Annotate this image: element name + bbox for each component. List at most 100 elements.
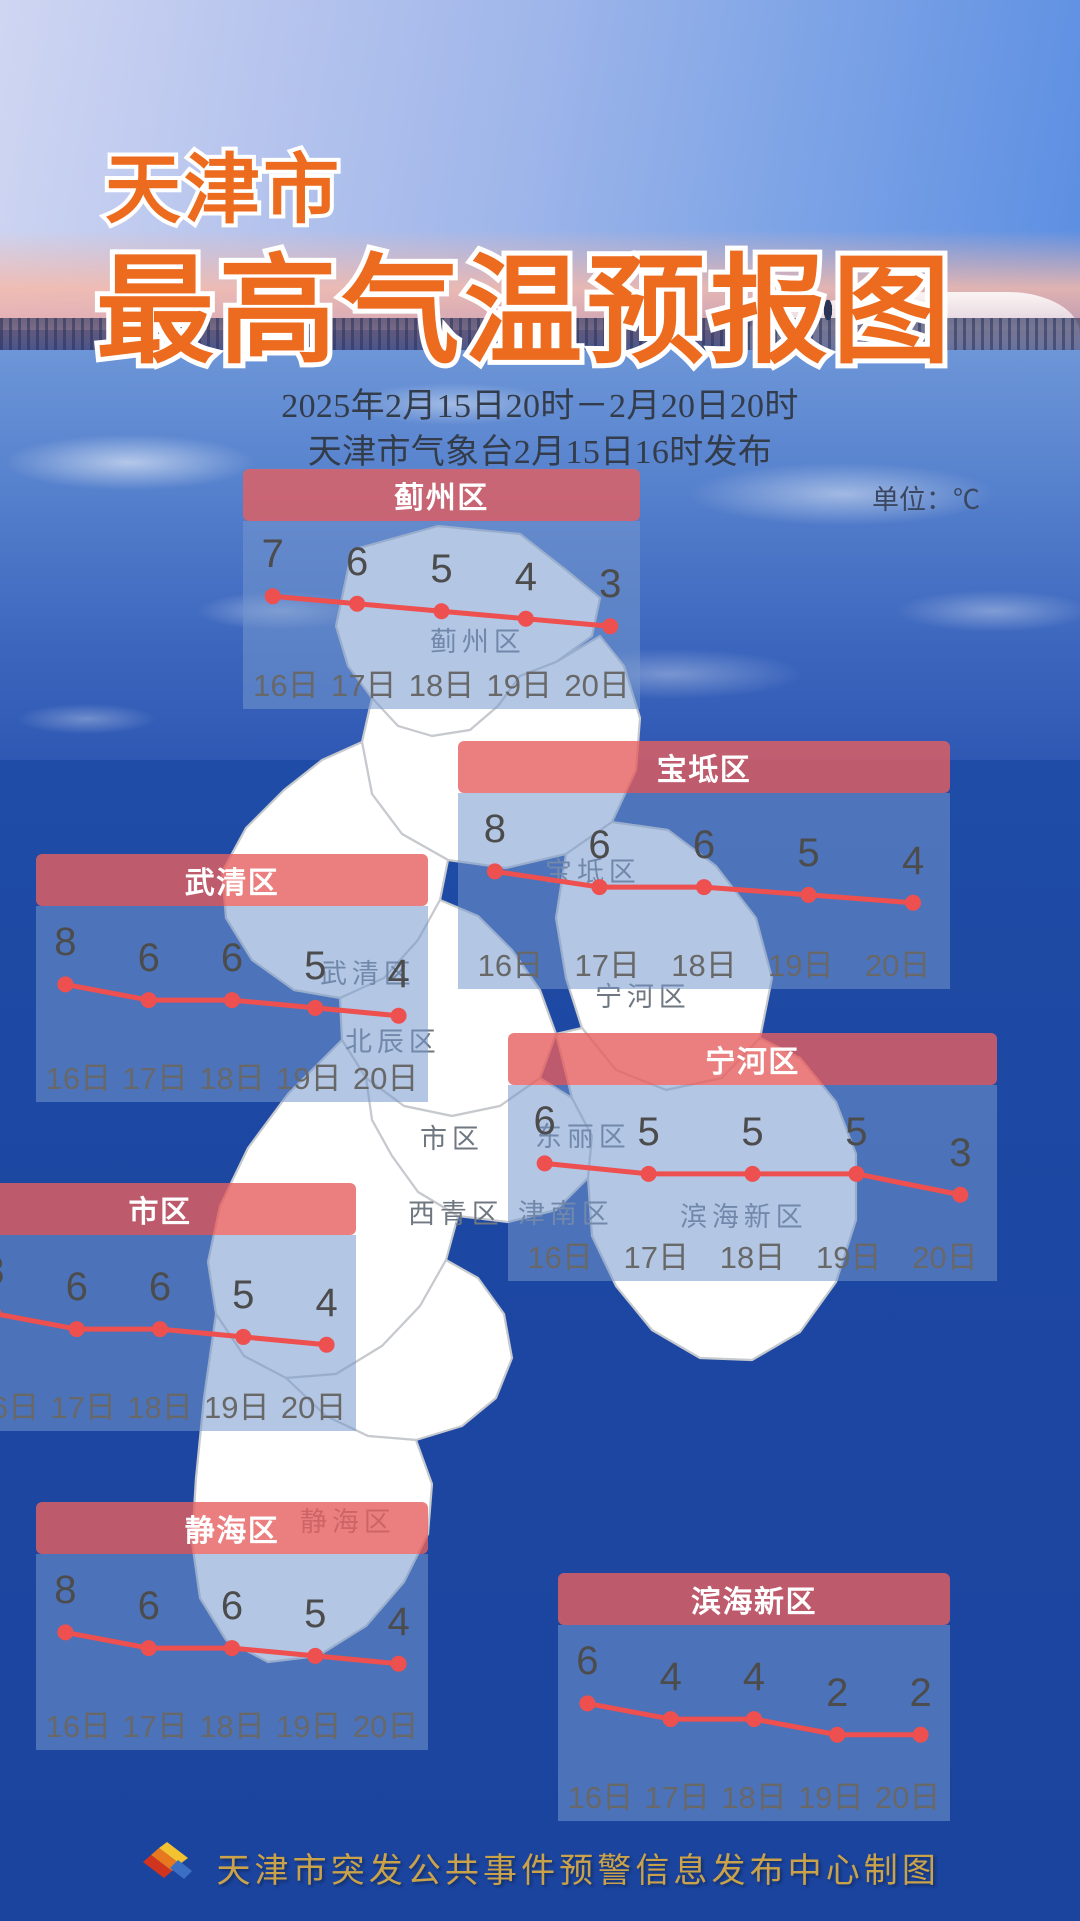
temperature-value: 6 xyxy=(346,539,369,584)
unit-label: 单位：℃ xyxy=(872,485,980,515)
date-tick: 17日 xyxy=(644,1780,710,1815)
temperature-value: 5 xyxy=(430,547,453,592)
temperature-sparkline xyxy=(57,976,407,1024)
temperature-value: 6 xyxy=(533,1099,556,1144)
panel-title: 市区 xyxy=(0,1183,356,1235)
page-title: 最高气温预报图 xyxy=(91,237,956,385)
data-point xyxy=(57,976,74,993)
date-tick: 18日 xyxy=(199,1709,265,1744)
date-tick: 16日 xyxy=(253,668,319,703)
forecast-panel: 蓟州区 7 6 5 4 3 16日 17日 18日 19日 20日 xyxy=(243,469,640,709)
date-tick: 18日 xyxy=(127,1390,193,1425)
warning-center-logo xyxy=(140,1838,194,1897)
data-point xyxy=(224,992,240,1009)
temperature-value: 3 xyxy=(949,1130,972,1175)
date-tick: 19日 xyxy=(204,1390,270,1425)
temperature-value: 2 xyxy=(826,1670,849,1715)
map-label: 市区 xyxy=(420,1124,484,1154)
temperature-value: 5 xyxy=(741,1109,764,1154)
data-point xyxy=(662,1711,679,1728)
date-axis: 16日 17日 18日 19日 20日 xyxy=(0,1382,356,1427)
temperature-value: 6 xyxy=(588,823,611,868)
temperature-sparkline xyxy=(57,1624,407,1672)
temperature-value: 8 xyxy=(54,1568,77,1613)
temperature-value: 4 xyxy=(387,951,410,996)
data-point xyxy=(952,1186,969,1203)
forecast-panel: 市区 8 6 6 5 4 16日 17日 18日 19日 20日 xyxy=(0,1183,356,1431)
date-tick: 17日 xyxy=(330,668,397,703)
temperature-value: 4 xyxy=(315,1280,338,1325)
date-tick: 16日 xyxy=(0,1390,40,1425)
date-tick: 19日 xyxy=(798,1780,864,1815)
date-tick: 19日 xyxy=(276,1061,342,1096)
date-tick: 19日 xyxy=(768,948,834,983)
temperature-value: 6 xyxy=(220,936,244,981)
panel-chart: 6 5 5 5 3 16日 17日 18日 19日 20日 xyxy=(508,1085,997,1281)
footer-credit: 天津市突发公共事件预警信息发布中心制图 xyxy=(216,1853,940,1890)
data-point xyxy=(848,1165,865,1182)
date-tick: 18日 xyxy=(671,948,737,983)
date-axis: 16日 17日 18日 19日 20日 xyxy=(243,660,640,705)
date-axis: 16日 17日 18日 19日 20日 xyxy=(36,1053,428,1098)
panel-chart: 8 6 6 5 4 16日 17日 18日 19日 20日 xyxy=(36,1554,428,1750)
temperature-value: 5 xyxy=(797,830,820,875)
temperature-value: 6 xyxy=(137,1584,160,1629)
data-point xyxy=(829,1726,846,1743)
data-point xyxy=(235,1328,252,1345)
temperature-value: 8 xyxy=(0,1249,5,1294)
data-point xyxy=(746,1711,762,1728)
temperature-value: 3 xyxy=(599,562,622,607)
temperature-value: 7 xyxy=(261,532,284,577)
subtitle-issued-by: 天津市气象台2月15日16时发布 xyxy=(307,434,773,471)
forecast-panel: 静海区 8 6 6 5 4 16日 17日 18日 19日 20日 xyxy=(36,1502,428,1750)
panel-chart: 7 6 5 4 3 16日 17日 18日 19日 20日 xyxy=(243,521,640,709)
temperature-value: 4 xyxy=(514,554,537,599)
date-tick: 19日 xyxy=(276,1709,342,1744)
title-city: 天津市 xyxy=(101,141,343,238)
panel-title: 滨海新区 xyxy=(558,1573,950,1625)
panel-chart: 6 4 4 2 2 16日 17日 18日 19日 20日 xyxy=(558,1625,950,1821)
date-axis: 16日 17日 18日 19日 20日 xyxy=(458,940,950,985)
data-point xyxy=(390,1655,407,1672)
footer: 天津市突发公共事件预警信息发布中心制图 xyxy=(0,1838,1080,1897)
data-point xyxy=(696,879,712,896)
date-tick: 20日 xyxy=(874,1780,941,1815)
date-tick: 17日 xyxy=(623,1240,690,1275)
forecast-panel: 宝坻区 8 6 6 5 4 16日 17日 18日 19日 20日 xyxy=(458,741,950,989)
data-point xyxy=(318,1336,335,1353)
data-point xyxy=(349,595,366,612)
subtitle-valid-period: 2025年2月15日20时－2月20日20时 xyxy=(281,388,799,425)
temperature-sparkline xyxy=(264,588,619,635)
temperature-value: 5 xyxy=(232,1272,255,1317)
data-point xyxy=(905,894,922,911)
date-tick: 19日 xyxy=(815,1240,882,1275)
temperature-value: 6 xyxy=(220,1584,244,1629)
date-tick: 20日 xyxy=(352,1061,419,1096)
panel-title: 武清区 xyxy=(36,854,428,906)
data-point xyxy=(912,1726,929,1743)
data-point xyxy=(264,588,281,605)
temperature-value: 4 xyxy=(659,1655,682,1700)
date-tick: 20日 xyxy=(564,668,630,703)
data-point xyxy=(800,886,817,903)
temperature-sparkline xyxy=(536,1155,969,1203)
temperature-value: 6 xyxy=(137,936,160,981)
date-tick: 16日 xyxy=(527,1240,593,1275)
data-point xyxy=(224,1640,240,1657)
date-tick: 20日 xyxy=(864,948,931,983)
panel-chart: 8 6 6 5 4 16日 17日 18日 19日 20日 xyxy=(458,793,950,989)
data-point xyxy=(433,603,450,620)
panel-title: 静海区 xyxy=(36,1502,428,1554)
temperature-sparkline xyxy=(579,1695,929,1743)
data-point xyxy=(0,1308,2,1318)
date-tick: 17日 xyxy=(50,1390,116,1425)
forecast-panel: 宁河区 6 5 5 5 3 16日 17日 18日 19日 20日 xyxy=(508,1033,997,1281)
data-point xyxy=(744,1165,761,1182)
forecast-panel: 武清区 8 6 6 5 4 16日 17日 18日 19日 20日 xyxy=(36,854,428,1102)
forecast-panel: 滨海新区 6 4 4 2 2 16日 17日 18日 19日 20日 xyxy=(558,1573,950,1821)
date-tick: 19日 xyxy=(486,668,553,703)
data-point xyxy=(68,1321,85,1338)
date-tick: 16日 xyxy=(477,948,544,983)
date-tick: 17日 xyxy=(122,1709,188,1744)
date-tick: 20日 xyxy=(352,1709,419,1744)
